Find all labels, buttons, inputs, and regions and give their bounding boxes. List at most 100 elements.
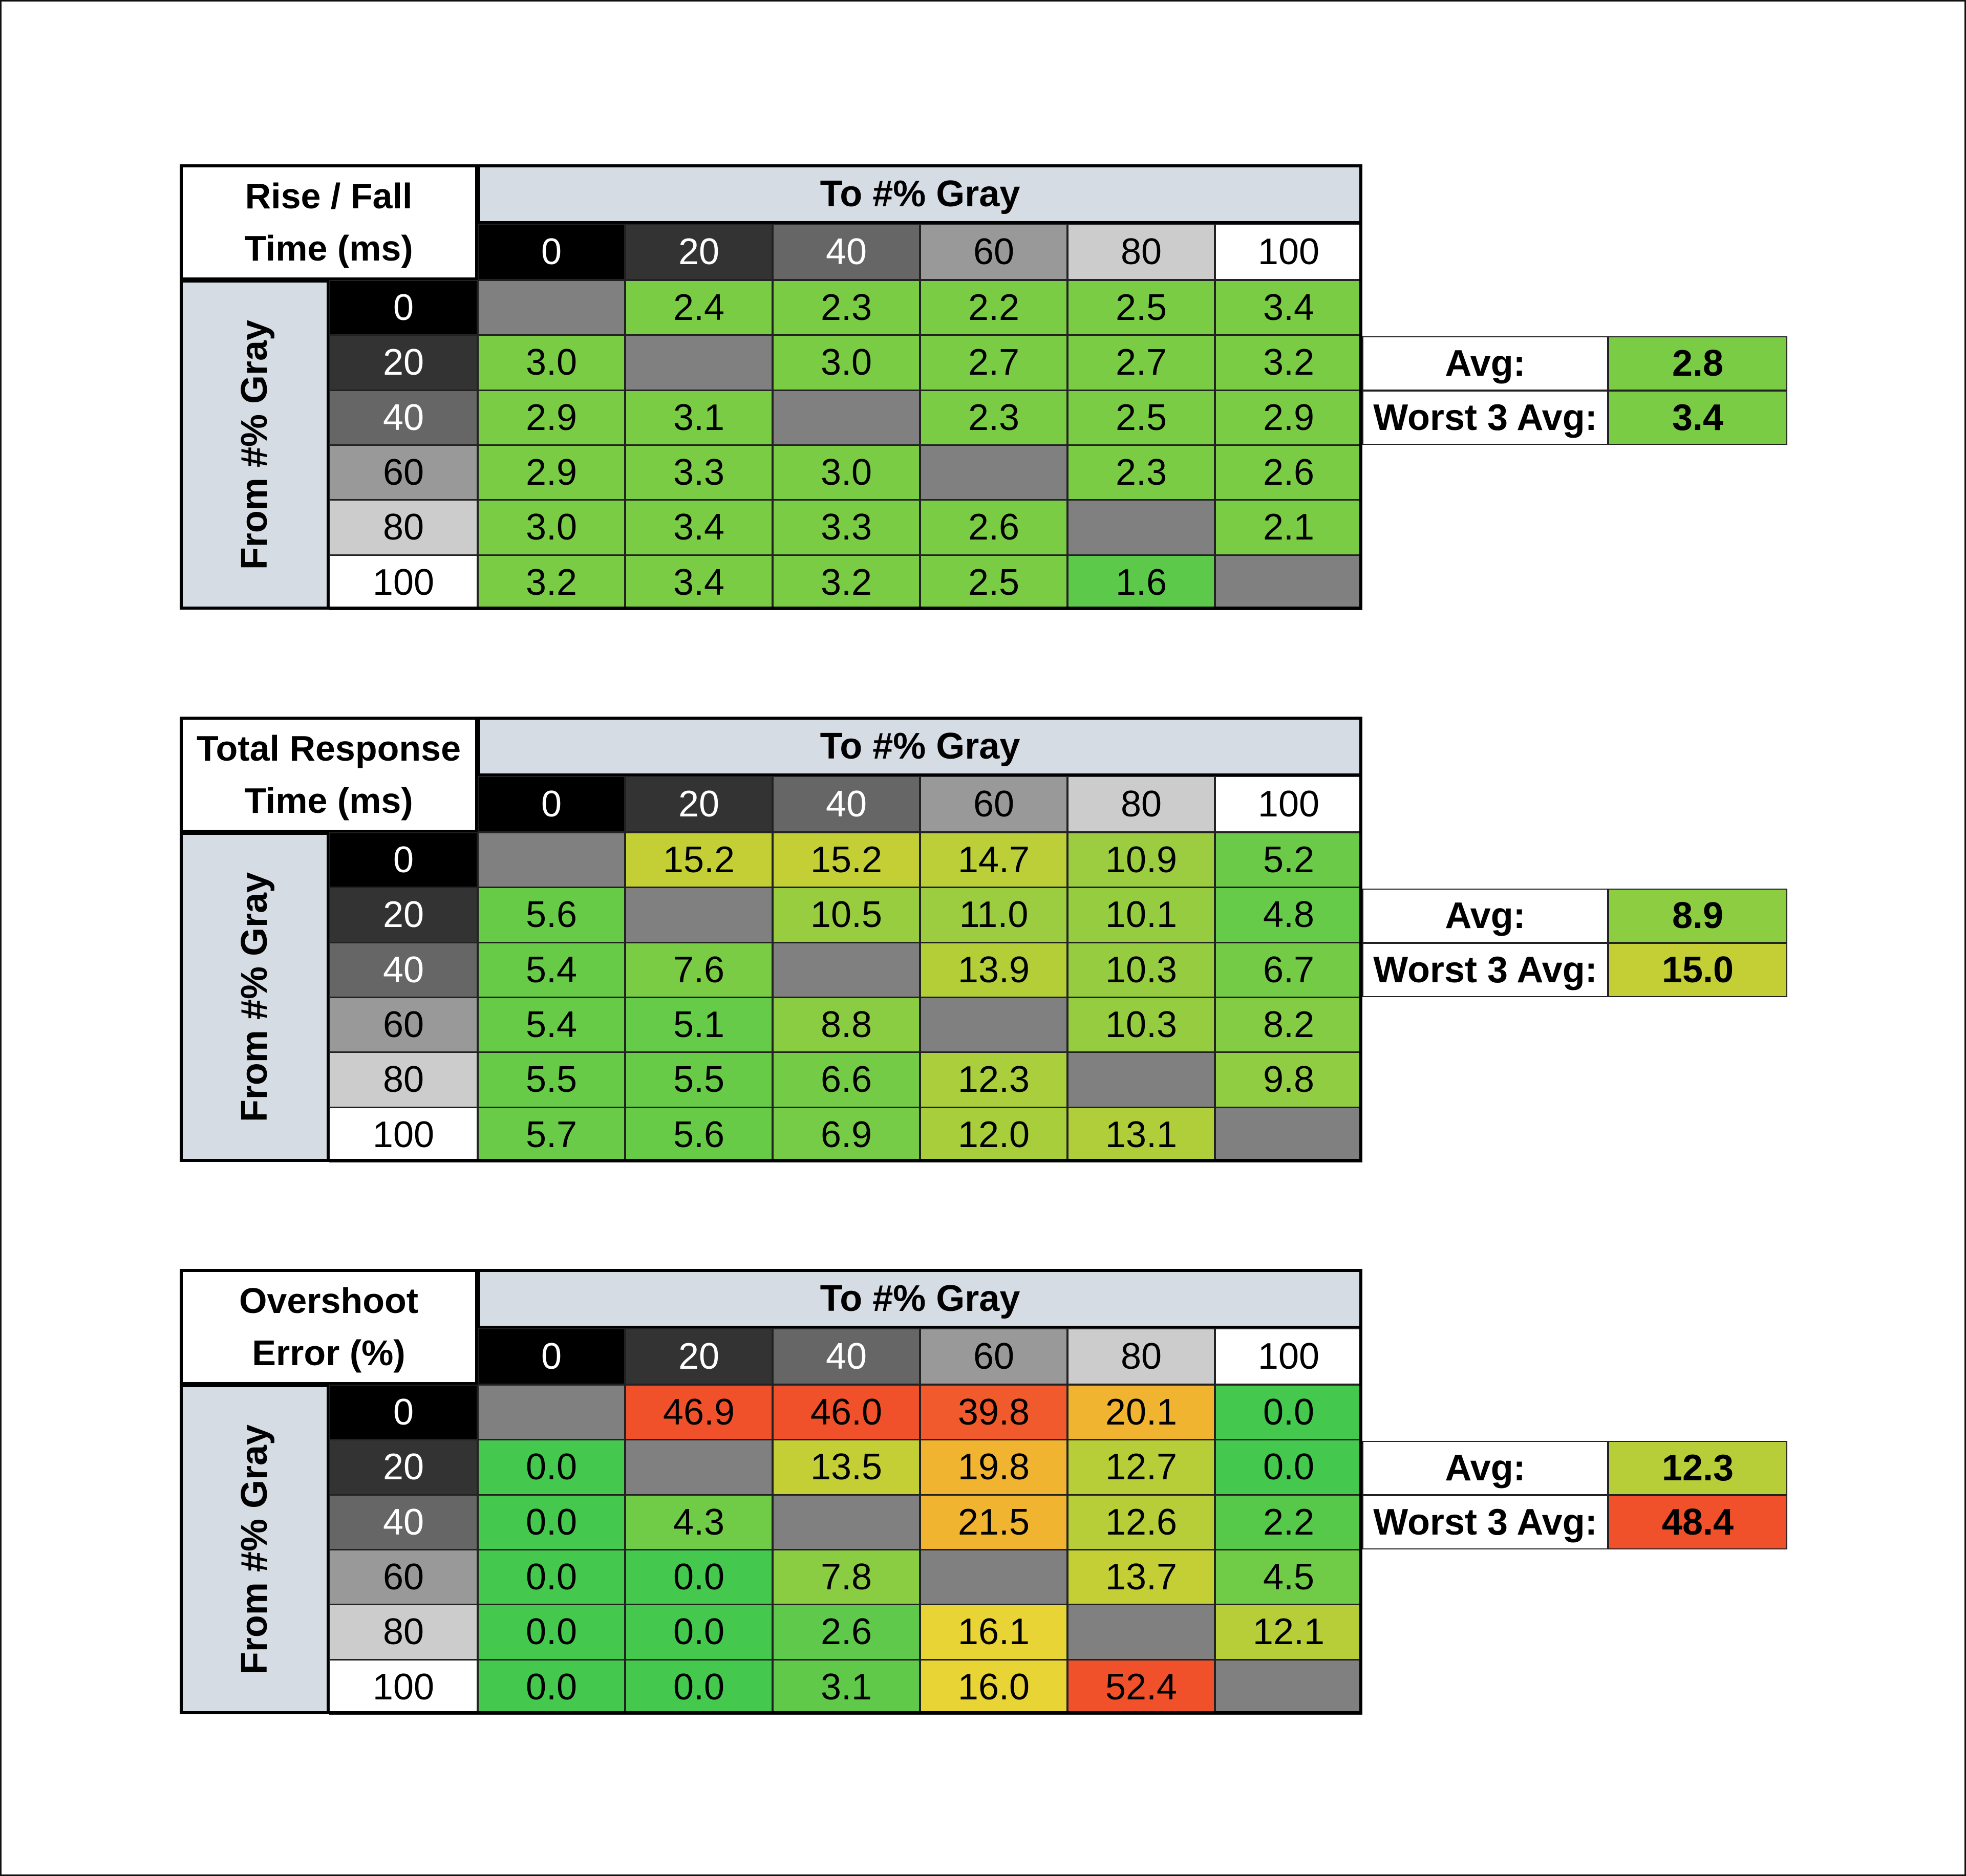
value-cell: 52.4 <box>1067 1659 1215 1715</box>
diagonal-cell <box>1067 1052 1215 1108</box>
row-label-20: 20 <box>329 887 478 943</box>
value-cell: 6.9 <box>773 1107 920 1162</box>
row-label-60: 60 <box>329 997 478 1053</box>
value-cell: 0.0 <box>478 1439 625 1495</box>
value-cell: 0.0 <box>1215 1385 1362 1440</box>
value-cell: 3.4 <box>1215 280 1362 336</box>
total-response-table: Total Response Time (ms) To #% Gray From… <box>180 717 1362 1162</box>
value-cell: 39.8 <box>920 1385 1067 1440</box>
column-label-20: 20 <box>625 224 773 280</box>
value-cell: 16.0 <box>920 1659 1067 1715</box>
column-label-60: 60 <box>920 776 1067 832</box>
worst3-avg-label: Worst 3 Avg: <box>1362 943 1608 997</box>
row-label-40: 40 <box>329 1494 478 1550</box>
table-title-line: Time (ms) <box>244 228 413 268</box>
value-cell: 46.9 <box>625 1385 773 1440</box>
column-label-100: 100 <box>1215 776 1362 832</box>
value-cell: 2.6 <box>920 500 1067 555</box>
value-cell: 12.7 <box>1067 1439 1215 1495</box>
value-cell: 0.0 <box>1215 1439 1362 1495</box>
value-cell: 3.0 <box>773 444 920 501</box>
column-label-80: 80 <box>1067 224 1215 280</box>
worst3-avg-value: 48.4 <box>1608 1495 1787 1549</box>
row-header-label: From #% Gray <box>234 872 275 1123</box>
row-label-100: 100 <box>329 554 478 610</box>
row-header: From #% Gray <box>180 280 329 610</box>
overshoot-table: Overshoot Error (%) To #% Gray From #% G… <box>180 1269 1362 1715</box>
avg-label: Avg: <box>1362 1441 1608 1495</box>
row-label-0: 0 <box>329 832 478 888</box>
avg-value: 2.8 <box>1608 336 1787 391</box>
value-cell: 21.5 <box>920 1494 1067 1550</box>
value-cell: 3.2 <box>773 554 920 610</box>
row-header-label: From #% Gray <box>234 1424 275 1675</box>
value-cell: 2.7 <box>1067 335 1215 391</box>
value-cell: 19.8 <box>920 1439 1067 1495</box>
row-label-20: 20 <box>329 1439 478 1495</box>
column-label-60: 60 <box>920 224 1067 280</box>
table-title-line: Time (ms) <box>244 781 413 821</box>
value-cell: 20.1 <box>1067 1385 1215 1440</box>
table-title-line: Overshoot <box>239 1281 419 1321</box>
column-label-0: 0 <box>478 776 625 832</box>
diagonal-cell <box>1067 500 1215 555</box>
column-header: To #% Gray <box>478 717 1362 776</box>
table-title: Total Response Time (ms) <box>180 717 478 832</box>
diagonal-cell <box>478 280 625 336</box>
value-cell: 3.0 <box>478 500 625 555</box>
value-cell: 2.9 <box>1215 390 1362 445</box>
diagonal-cell <box>773 942 920 998</box>
value-cell: 10.1 <box>1067 887 1215 943</box>
value-cell: 7.6 <box>625 942 773 998</box>
row-header: From #% Gray <box>180 1385 329 1714</box>
value-cell: 12.1 <box>1215 1604 1362 1660</box>
value-cell: 3.3 <box>625 444 773 501</box>
table-title-line: Rise / Fall <box>245 176 413 216</box>
value-cell: 11.0 <box>920 887 1067 943</box>
value-cell: 10.9 <box>1067 832 1215 888</box>
value-cell: 2.5 <box>1067 280 1215 336</box>
value-cell: 5.6 <box>625 1107 773 1162</box>
diagonal-cell <box>1215 1659 1362 1715</box>
value-cell: 2.2 <box>920 280 1067 336</box>
worst3-avg-value: 3.4 <box>1608 391 1787 445</box>
column-label-80: 80 <box>1067 1328 1215 1385</box>
value-cell: 5.7 <box>478 1107 625 1162</box>
value-cell: 13.7 <box>1067 1549 1215 1605</box>
avg-label: Avg: <box>1362 889 1608 943</box>
row-label-40: 40 <box>329 942 478 998</box>
value-cell: 2.5 <box>920 554 1067 610</box>
value-cell: 2.7 <box>920 335 1067 391</box>
column-label-100: 100 <box>1215 224 1362 280</box>
value-cell: 3.4 <box>625 500 773 555</box>
row-label-80: 80 <box>329 500 478 555</box>
value-cell: 0.0 <box>625 1659 773 1715</box>
table-title: Overshoot Error (%) <box>180 1269 478 1385</box>
row-header-label: From #% Gray <box>234 319 275 570</box>
value-cell: 10.3 <box>1067 942 1215 998</box>
value-cell: 9.8 <box>1215 1052 1362 1108</box>
value-cell: 8.8 <box>773 997 920 1053</box>
diagonal-cell <box>478 1385 625 1440</box>
table-title: Rise / Fall Time (ms) <box>180 164 478 280</box>
column-label-40: 40 <box>773 224 920 280</box>
value-cell: 6.7 <box>1215 942 1362 998</box>
diagonal-cell <box>625 1439 773 1495</box>
value-cell: 2.1 <box>1215 500 1362 555</box>
worst3-avg-value: 15.0 <box>1608 943 1787 997</box>
diagonal-cell <box>1067 1604 1215 1660</box>
column-label-20: 20 <box>625 1328 773 1385</box>
row-header: From #% Gray <box>180 832 329 1162</box>
row-label-60: 60 <box>329 1549 478 1605</box>
value-cell: 5.1 <box>625 997 773 1053</box>
value-cell: 3.0 <box>478 335 625 391</box>
diagonal-cell <box>773 1494 920 1550</box>
diagonal-cell <box>1215 554 1362 610</box>
value-cell: 0.0 <box>625 1604 773 1660</box>
value-cell: 2.5 <box>1067 390 1215 445</box>
value-cell: 3.0 <box>773 335 920 391</box>
value-cell: 14.7 <box>920 832 1067 888</box>
column-header: To #% Gray <box>478 1269 1362 1328</box>
value-cell: 10.3 <box>1067 997 1215 1053</box>
